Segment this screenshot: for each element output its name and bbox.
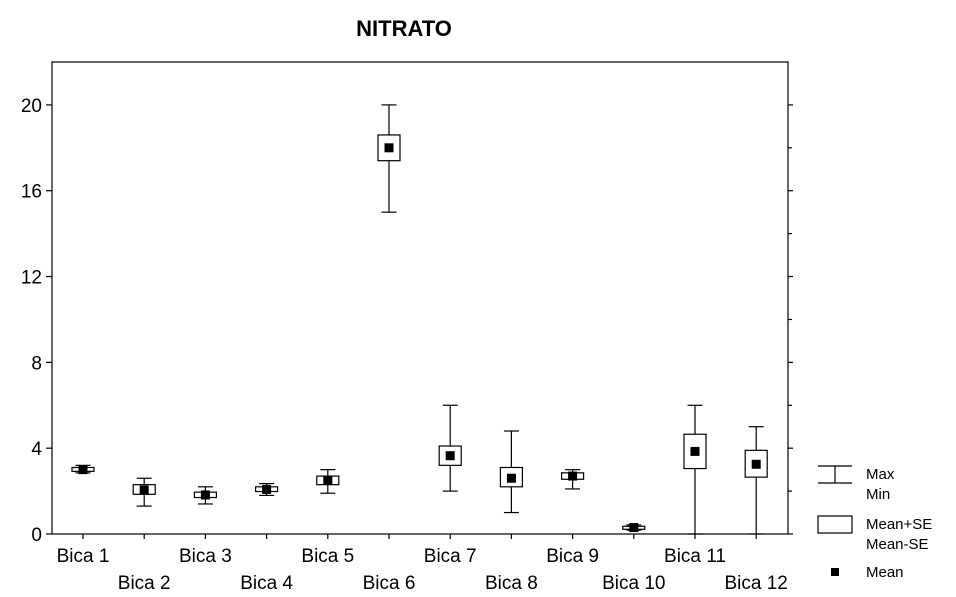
- box-group: [683, 404, 707, 535]
- legend-label: Min: [866, 486, 890, 503]
- mean-marker: [262, 484, 272, 494]
- mean-marker: [323, 475, 333, 485]
- x-category-label: Bica 6: [363, 573, 416, 594]
- legend-label: Mean: [866, 564, 904, 581]
- box-group: [438, 404, 462, 492]
- legend-mean-marker: [831, 568, 839, 576]
- box-group: [132, 477, 156, 507]
- x-category-label: Bica 11: [664, 546, 726, 567]
- box-group: [622, 523, 646, 533]
- mean-marker: [568, 471, 578, 481]
- chart-title: NITRATO: [356, 16, 452, 41]
- mean-marker: [78, 465, 88, 475]
- box-group: [560, 469, 585, 490]
- box-group: [744, 426, 768, 535]
- x-category-label: Bica 2: [118, 573, 171, 594]
- x-category-label: Bica 8: [485, 573, 538, 594]
- y-tick-label: 20: [21, 96, 42, 117]
- box-group: [499, 430, 523, 514]
- x-category-label: Bica 3: [179, 546, 232, 567]
- y-tick-label: 16: [21, 182, 42, 203]
- mean-marker: [629, 523, 639, 533]
- chart-marks: [71, 104, 768, 535]
- x-category-label: Bica 4: [240, 573, 293, 594]
- mean-marker: [139, 485, 149, 495]
- x-category-label: Bica 12: [725, 573, 788, 594]
- legend-label: Max: [866, 466, 895, 483]
- y-tick-label: 12: [21, 268, 42, 289]
- mean-marker: [506, 473, 516, 483]
- mean-marker: [200, 490, 210, 500]
- box-group: [193, 486, 217, 505]
- x-category-label: Bica 5: [301, 546, 354, 567]
- legend: Max Min Mean+SE Mean-SE Mean: [817, 465, 932, 581]
- x-axis-categories: Bica 1 Bica 2 Bica 3 Bica 4 Bica 5 Bica 6 Bica…: [57, 534, 788, 594]
- legend-label: Mean-SE: [866, 536, 929, 553]
- y-axis: 0 4 8 12 16 20: [21, 96, 793, 546]
- box-group: [377, 104, 401, 213]
- x-category-label: Bica 10: [602, 573, 665, 594]
- box-group: [316, 469, 340, 494]
- mean-marker: [384, 143, 394, 153]
- y-tick-label: 4: [31, 439, 42, 460]
- legend-label: Mean+SE: [866, 516, 932, 533]
- plot-frame: [51, 61, 789, 535]
- mean-marker: [690, 446, 700, 456]
- box-group: [255, 482, 279, 496]
- mean-marker: [445, 451, 455, 461]
- x-category-label: Bica 1: [57, 546, 110, 567]
- mean-marker: [751, 459, 761, 469]
- y-tick-label: 8: [31, 353, 42, 374]
- x-category-label: Bica 9: [546, 546, 599, 567]
- x-category-label: Bica 7: [424, 546, 477, 567]
- y-tick-label: 0: [31, 525, 42, 546]
- legend-box: [817, 515, 853, 534]
- box-group: [71, 464, 95, 475]
